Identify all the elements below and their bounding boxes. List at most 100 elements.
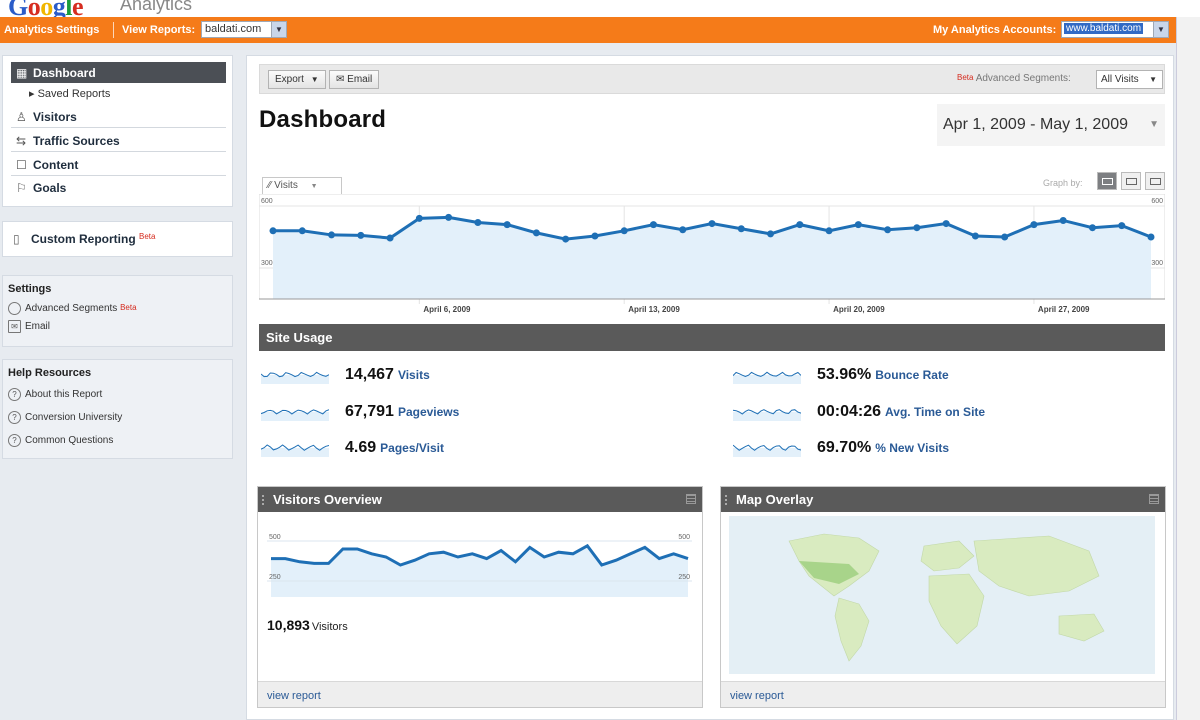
visits-point[interactable] [503, 221, 511, 229]
map-south-america [834, 597, 870, 662]
visits-point[interactable] [679, 226, 687, 234]
window-scrollbar[interactable] [1176, 17, 1200, 720]
visits-point[interactable] [562, 235, 570, 243]
drag-handle-icon[interactable] [262, 495, 266, 505]
envelope-icon: ✉ [8, 320, 21, 333]
graph-metric-select[interactable]: ⁄⁄ Visits ▼ [262, 177, 342, 195]
visits-point[interactable] [591, 232, 599, 240]
metric-label[interactable]: Visits [397, 368, 430, 382]
visits-over-time-chart[interactable]: 600 600 300 300 April 6, 2009 April 13, 2009 A… [259, 194, 1165, 314]
visits-point[interactable] [269, 227, 277, 235]
account-select[interactable]: www.baldati.com ▼ [1061, 21, 1169, 38]
visits-point[interactable] [386, 234, 394, 242]
site-usage-metric[interactable]: 4.69 Pages/Visit [261, 439, 681, 461]
site-usage-metric[interactable]: 00:04:26 Avg. Time on Site [733, 403, 1153, 425]
visits-point[interactable] [913, 224, 921, 232]
visitors-line [271, 543, 689, 567]
widget-menu-icon[interactable] [686, 494, 696, 504]
graph-by-day-button[interactable] [1097, 172, 1117, 190]
metric-label[interactable]: Pages/Visit [380, 441, 444, 455]
visits-point[interactable] [357, 231, 365, 239]
sidebar: ▦ Dashboard ▸ Saved Reports ♙ Visitors ⇆… [0, 55, 240, 720]
report-nav: ▦ Dashboard ▸ Saved Reports ♙ Visitors ⇆… [2, 55, 233, 207]
metric-label[interactable]: Avg. Time on Site [885, 405, 986, 419]
visits-point[interactable] [971, 232, 979, 240]
sidebar-item-visitors[interactable]: ♙ Visitors [11, 106, 226, 128]
site-usage-metric[interactable]: 14,467 Visits [261, 366, 681, 388]
sidebar-item-dashboard[interactable]: ▦ Dashboard [11, 62, 226, 83]
graph-by-week-button[interactable] [1121, 172, 1141, 190]
widget-header: Map Overlay [721, 487, 1165, 512]
google-logo[interactable]: Google [8, 0, 84, 17]
visits-point[interactable] [884, 226, 892, 234]
visits-point[interactable] [620, 227, 628, 235]
visits-point[interactable] [1088, 224, 1096, 232]
email-link[interactable]: ✉ Email [8, 320, 50, 333]
metric-label[interactable]: Bounce Rate [875, 368, 949, 382]
sidebar-item-content[interactable]: ☐ Content [11, 154, 226, 176]
chevron-down-icon[interactable]: ▼ [271, 22, 286, 37]
site-usage-metric[interactable]: 69.70%% New Visits [733, 439, 1153, 461]
visits-point[interactable] [649, 221, 657, 229]
world-map[interactable] [729, 516, 1155, 674]
sidebar-item-goals[interactable]: ⚐ Goals [11, 177, 226, 199]
chevron-down-icon[interactable]: ▼ [1153, 22, 1168, 37]
visits-point[interactable] [825, 227, 833, 235]
divider [113, 22, 114, 38]
metric-label[interactable]: Pageviews [397, 405, 460, 419]
site-select-value: baldati.com [205, 23, 262, 35]
date-range-picker[interactable]: Apr 1, 2009 - May 1, 2009 ▼ [937, 104, 1165, 146]
drag-handle-icon[interactable] [725, 495, 729, 505]
visits-point[interactable] [767, 230, 775, 238]
visits-point[interactable] [1001, 233, 1009, 241]
graph-metric-label: Visits [274, 180, 298, 191]
visits-point[interactable] [474, 219, 482, 227]
graph-by-month-button[interactable] [1145, 172, 1165, 190]
help-link[interactable]: ? Conversion University [8, 411, 122, 424]
email-button[interactable]: ✉ Email [329, 70, 380, 89]
export-button[interactable]: Export ▼ [268, 70, 326, 89]
site-usage-metric[interactable]: 53.96% Bounce Rate [733, 366, 1153, 388]
visits-point[interactable] [445, 213, 453, 221]
custom-reporting-link[interactable]: ▯ Custom Reporting Beta [13, 232, 155, 246]
page-title: Dashboard [259, 106, 387, 133]
metric-label[interactable]: % New Visits [875, 441, 950, 455]
x-tick-label: April 6, 2009 [423, 305, 471, 314]
advanced-segments-select[interactable]: All Visits ▼ [1096, 70, 1163, 89]
advanced-segments-link[interactable]: Advanced Segments Beta [8, 302, 137, 315]
visits-point[interactable] [1059, 216, 1067, 224]
visits-point[interactable] [708, 220, 716, 228]
visits-point[interactable] [942, 220, 950, 228]
visits-point[interactable] [796, 221, 804, 229]
visits-point[interactable] [1118, 222, 1126, 230]
site-select[interactable]: baldati.com ▼ [201, 21, 287, 38]
visits-point[interactable] [532, 229, 540, 237]
help-link[interactable]: ? About this Report [8, 388, 102, 401]
y-tick-label: 500 [269, 534, 281, 541]
map-overlay-widget: Map Overlay view report [720, 486, 1166, 708]
segments-select-value: All Visits [1101, 74, 1139, 85]
visits-point[interactable] [1030, 221, 1038, 229]
view-report-link[interactable]: view report [730, 690, 784, 702]
y-tick-label: 600 [261, 198, 273, 205]
sparkline-line [733, 409, 801, 415]
view-report-link[interactable]: view report [267, 690, 321, 702]
visits-point[interactable] [1147, 233, 1155, 241]
visits-point[interactable] [737, 225, 745, 233]
graph-by-label: Graph by: [1043, 178, 1083, 188]
sidebar-item-label: Visitors [33, 110, 77, 124]
analytics-settings-link[interactable]: Analytics Settings [4, 24, 100, 36]
visits-point[interactable] [415, 214, 423, 222]
beta-badge: Beta [139, 232, 156, 241]
widget-menu-icon[interactable] [1149, 494, 1159, 504]
visits-point[interactable] [854, 221, 862, 229]
site-usage-metric[interactable]: 67,791 Pageviews [261, 403, 681, 425]
help-link[interactable]: ? Common Questions [8, 434, 113, 447]
visits-point[interactable] [298, 227, 306, 235]
saved-reports-link[interactable]: ▸ Saved Reports [29, 88, 111, 100]
chevron-down-icon[interactable]: ▼ [1149, 119, 1159, 130]
visitors-chart[interactable]: 500 500 250 250 [267, 525, 692, 605]
logo-letter: G [8, 0, 28, 17]
sidebar-item-traffic-sources[interactable]: ⇆ Traffic Sources [11, 130, 226, 152]
visits-point[interactable] [328, 231, 336, 239]
